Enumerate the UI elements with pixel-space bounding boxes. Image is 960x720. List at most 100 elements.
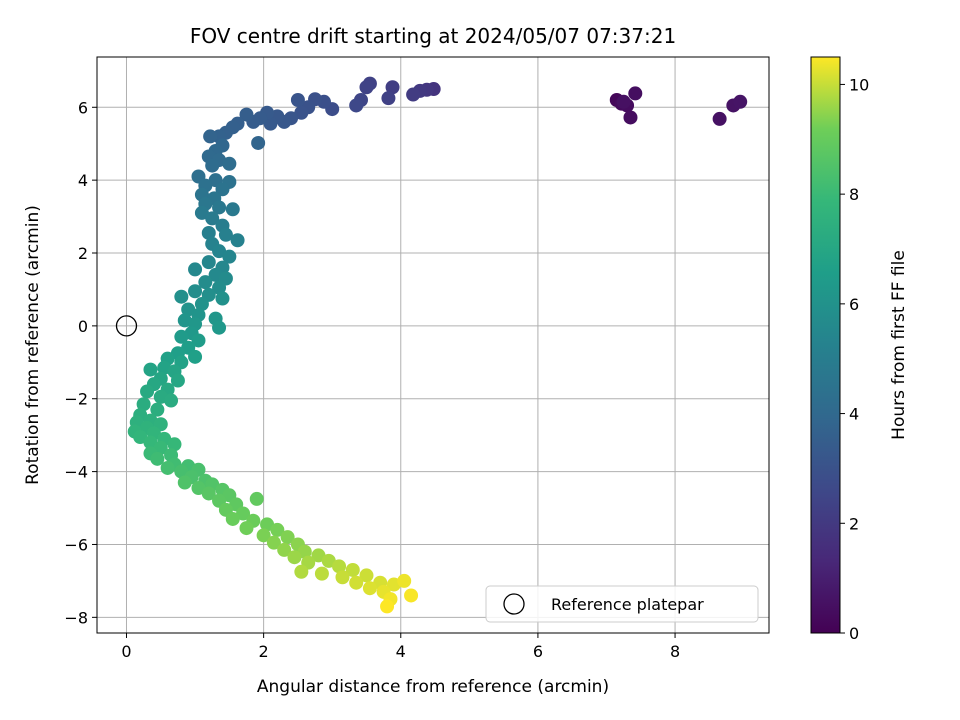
data-point [249, 491, 264, 506]
y-tick-label: 0 [78, 317, 88, 336]
data-point [174, 289, 189, 304]
x-axis-title: Angular distance from reference (arcmin) [257, 677, 609, 697]
y-tick-label: 2 [78, 244, 88, 263]
data-point [290, 92, 305, 107]
data-point [616, 94, 631, 109]
data-point [349, 575, 364, 590]
data-point [212, 200, 227, 215]
data-point [198, 275, 213, 290]
reference-point-marker [115, 315, 138, 337]
data-point [628, 86, 643, 101]
data-point [404, 588, 419, 603]
legend-label: Reference platepar [551, 595, 704, 614]
data-point [287, 550, 302, 565]
x-tick-label: 8 [670, 642, 680, 661]
data-point [260, 517, 275, 532]
reference-marker-layer [115, 315, 138, 337]
data-point [294, 564, 309, 579]
legend: Reference platepar [485, 585, 759, 623]
y-tick-label: 6 [78, 98, 88, 117]
legend-box [485, 585, 759, 623]
data-point [167, 437, 182, 452]
y-tick-label: 4 [78, 171, 88, 190]
colorbar-tick-label: 4 [849, 405, 859, 424]
data-point [174, 329, 189, 344]
x-tick-label: 2 [259, 642, 269, 661]
data-point [143, 362, 158, 377]
data-point [140, 384, 155, 399]
data-point [236, 506, 251, 521]
data-point [277, 542, 292, 557]
data-point [406, 87, 421, 102]
data-point [203, 129, 218, 144]
data-point [266, 535, 281, 550]
data-point [222, 249, 237, 264]
y-axis-title: Rotation from reference (arcmin) [23, 205, 43, 485]
colorbar-tick-label: 10 [849, 75, 869, 94]
data-point [225, 511, 240, 526]
data-point [712, 111, 727, 126]
data-point [321, 553, 336, 568]
data-point [205, 158, 220, 173]
data-point [311, 548, 326, 563]
data-point [212, 244, 227, 259]
data-point [212, 320, 227, 335]
colorbar-tick-label: 6 [849, 295, 859, 314]
axis-ticks: 0 2 4 6 8 −8 −6 −4 −2 0 2 4 6 [64, 98, 680, 661]
data-point [359, 80, 374, 95]
data-point [201, 225, 216, 240]
data-point [150, 451, 165, 466]
y-tick-label: −6 [64, 535, 88, 554]
colorbar-ticks: 0 2 4 6 8 10 [840, 75, 869, 643]
colorbar-tick-label: 8 [849, 185, 859, 204]
plot-frame [96, 56, 770, 634]
data-point [170, 373, 185, 388]
colorbar-tick-label: 0 [849, 624, 859, 643]
colorbar-tick-label: 2 [849, 514, 859, 533]
data-point [188, 284, 203, 299]
data-point [194, 205, 209, 220]
y-tick-label: −8 [64, 608, 88, 627]
data-point [150, 402, 165, 417]
data-point [136, 397, 151, 412]
data-point [188, 262, 203, 277]
y-tick-label: −2 [64, 390, 88, 409]
data-point [280, 530, 295, 545]
data-point [191, 480, 206, 495]
data-point [397, 573, 412, 588]
data-point [177, 475, 192, 490]
data-point [349, 98, 364, 113]
data-point [297, 544, 312, 559]
data-point [359, 568, 374, 583]
chart-title: FOV centre drift starting at 2024/05/07 … [190, 24, 676, 48]
data-point [270, 522, 285, 537]
data-point [215, 291, 230, 306]
data-point [218, 227, 233, 242]
data-point [153, 440, 168, 455]
data-point [194, 297, 209, 312]
colorbar-title: Hours from first FF file [889, 250, 909, 440]
data-point [263, 116, 278, 131]
data-point [251, 135, 266, 150]
data-point [222, 156, 237, 171]
data-point [623, 110, 638, 125]
data-point [201, 255, 216, 270]
data-point [362, 581, 377, 596]
legend-marker-icon [503, 593, 525, 615]
data-point [256, 528, 271, 543]
grid [97, 57, 769, 633]
data-point [212, 280, 227, 295]
data-point [385, 80, 400, 95]
data-point [188, 349, 203, 364]
data-point [181, 302, 196, 317]
data-point [174, 464, 189, 479]
data-points [127, 76, 748, 614]
x-tick-label: 0 [121, 642, 131, 661]
data-point [380, 599, 395, 614]
data-point [191, 333, 206, 348]
data-point [381, 91, 396, 106]
data-point [332, 559, 347, 574]
data-point [201, 486, 216, 501]
data-point [164, 393, 179, 408]
